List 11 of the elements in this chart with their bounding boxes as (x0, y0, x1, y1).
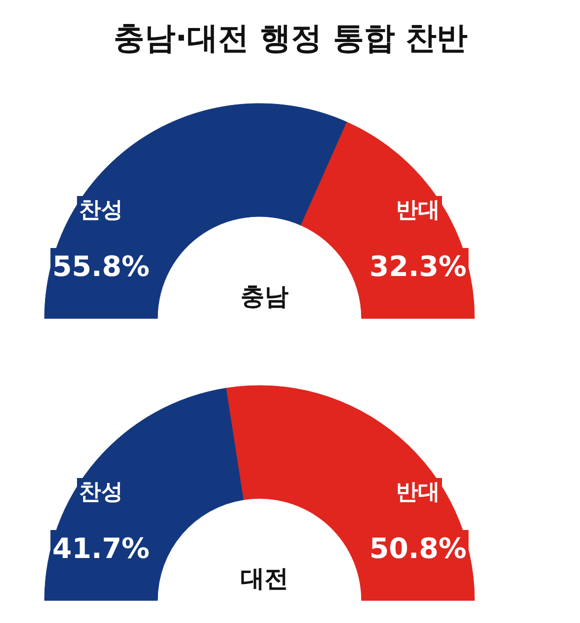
data-label: 41.7% (52, 532, 150, 565)
data-label: 32.3% (369, 250, 467, 283)
slice-label: 반대 (396, 480, 440, 505)
text: 충남 (240, 282, 288, 310)
slice-label: 반대 (396, 198, 440, 223)
text: 대전 (240, 564, 288, 592)
data-label: 50.8% (369, 532, 467, 565)
chart-title: 충남·대전 행정 통합 찬반 (113, 20, 468, 56)
slice-label: 찬성 (79, 198, 123, 223)
data-label: 55.8% (52, 250, 150, 283)
slice-label: 찬성 (79, 480, 123, 505)
